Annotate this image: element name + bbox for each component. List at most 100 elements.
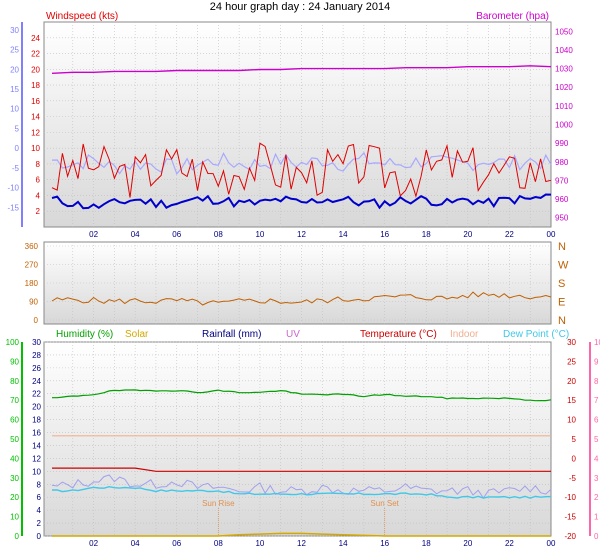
barometer-ticks: 950 960 970 980 990 1000 1010 1020 1030 1040 1050: [555, 27, 573, 222]
uv-tick-label: 0: [594, 532, 599, 541]
windspeed-tick-label: 2: [36, 207, 41, 216]
outer-wind-tick-label: 10: [10, 105, 19, 114]
outer-wind-tick-label: -5: [12, 164, 20, 173]
legend: Humidity (%) Solar Rainfall (mm) UV Temp…: [56, 329, 569, 340]
time-tick-label: 12: [297, 230, 306, 239]
barometer-tick-label: 1010: [555, 102, 573, 111]
rainfall-tick-label: 8: [37, 480, 42, 489]
humidity-tick-label: 40: [10, 454, 19, 463]
windspeed-tick-label: 16: [31, 97, 40, 106]
compass-point-label: S: [558, 278, 565, 290]
humidity-tick-label: 30: [10, 474, 19, 483]
legend-humidity: Humidity (%): [56, 329, 113, 340]
humidity-tick-label: 50: [10, 435, 19, 444]
temperature-tick-label: 0: [572, 454, 577, 463]
wind-series: [51, 65, 552, 210]
temp-gridlines: [44, 341, 551, 537]
time-tick-label: 20: [463, 230, 472, 239]
temp-time-ticks: 02 04 06 08 10 12 14 16 18 20 22 00: [89, 539, 556, 548]
windspeed-tick-label: 12: [31, 128, 40, 137]
compass-point-label: E: [558, 297, 565, 309]
windspeed-average-line: [51, 193, 552, 210]
rainfall-tick-label: 30: [32, 338, 41, 347]
barometer-tick-label: 950: [555, 214, 569, 223]
outer-wind-ticks: -15 -10 -5 0 5 10 15 20 25 30: [7, 26, 19, 212]
wind-gridlines: [44, 22, 551, 227]
rainfall-tick-label: 18: [32, 416, 41, 425]
humidity-line: [52, 389, 552, 402]
rainfall-tick-label: 2: [37, 519, 42, 528]
windspeed-tick-label: 6: [36, 176, 41, 185]
temperature-line: [52, 467, 551, 472]
outer-wind-tick-label: 20: [10, 65, 19, 74]
uv-ticks: 0 1 2 3 4 5 6 7 8 9 10: [594, 338, 600, 541]
legend-indoor: Indoor: [450, 329, 479, 340]
uv-tick-label: 4: [594, 454, 599, 463]
outer-wind-tick-label: 5: [15, 124, 20, 133]
time-tick-label: 02: [89, 230, 98, 239]
temp-plot-area: [43, 341, 552, 537]
page-title: 24 hour graph day : 24 January 2014: [210, 1, 390, 13]
uv-tick-label: 9: [594, 357, 599, 366]
outer-wind-tick-label: -15: [7, 203, 19, 212]
outer-wind-tick-label: 0: [15, 144, 20, 153]
barometer-tick-label: 970: [555, 176, 569, 185]
legend-uv: UV: [286, 329, 300, 340]
temperature-tick-label: -10: [564, 493, 576, 502]
barometer-tick-label: 1000: [555, 121, 573, 130]
sun-annotations: Sun Rise Sun Set: [202, 499, 400, 536]
rainfall-tick-label: 0: [37, 532, 42, 541]
time-tick-label: 22: [505, 539, 514, 548]
direction-degree-label: 270: [25, 261, 39, 270]
time-tick-label: 16: [380, 539, 389, 548]
time-tick-label: 02: [89, 539, 98, 548]
rainfall-tick-label: 4: [37, 506, 42, 515]
barometer-line: [51, 65, 552, 74]
rainfall-tick-label: 28: [32, 351, 41, 360]
uv-tick-label: 8: [594, 377, 599, 386]
direction-plot-area: [43, 241, 552, 325]
temp-series: [51, 389, 552, 537]
time-tick-label: 18: [422, 539, 431, 548]
windspeed-gust-line: [51, 142, 552, 199]
humidity-tick-label: 10: [10, 513, 19, 522]
uv-tick-label: 2: [594, 493, 599, 502]
rainfall-tick-label: 24: [32, 377, 41, 386]
time-tick-label: 00: [547, 539, 556, 548]
windspeed-tick-label: 22: [31, 50, 40, 59]
temperature-tick-label: 25: [567, 357, 576, 366]
uv-tick-label: 3: [594, 474, 599, 483]
direction-degree-label: 180: [25, 279, 39, 288]
rainfall-tick-label: 6: [37, 493, 42, 502]
legend-dewpoint: Dew Point (°C): [503, 329, 569, 340]
rainfall-tick-label: 20: [32, 403, 41, 412]
temperature-tick-label: 10: [567, 416, 576, 425]
temperature-tick-label: -15: [564, 513, 576, 522]
time-tick-label: 20: [463, 539, 472, 548]
humidity-tick-label: 0: [15, 532, 20, 541]
outer-wind-line: [51, 151, 552, 175]
dewpoint-line: [51, 485, 552, 499]
temperature-tick-label: -5: [569, 474, 577, 483]
wind-direction-line: [51, 291, 552, 306]
temperature-tick-label: -20: [564, 532, 576, 541]
rainfall-tick-label: 14: [32, 441, 41, 450]
sun-event-label: Sun Set: [370, 499, 399, 508]
direction-degree-label: 0: [34, 316, 39, 325]
rainfall-tick-label: 22: [32, 390, 41, 399]
rainfall-tick-label: 16: [32, 429, 41, 438]
windspeed-tick-label: 24: [31, 34, 40, 43]
compass-point-label: N: [558, 315, 566, 327]
humidity-tick-label: 90: [10, 357, 19, 366]
barometer-tick-label: 1020: [555, 83, 573, 92]
dewpoint-noise-line: [51, 474, 552, 499]
barometer-tick-label: 980: [555, 158, 569, 167]
rainfall-tick-label: 26: [32, 364, 41, 373]
time-tick-label: 10: [255, 539, 264, 548]
time-tick-label: 12: [297, 539, 306, 548]
